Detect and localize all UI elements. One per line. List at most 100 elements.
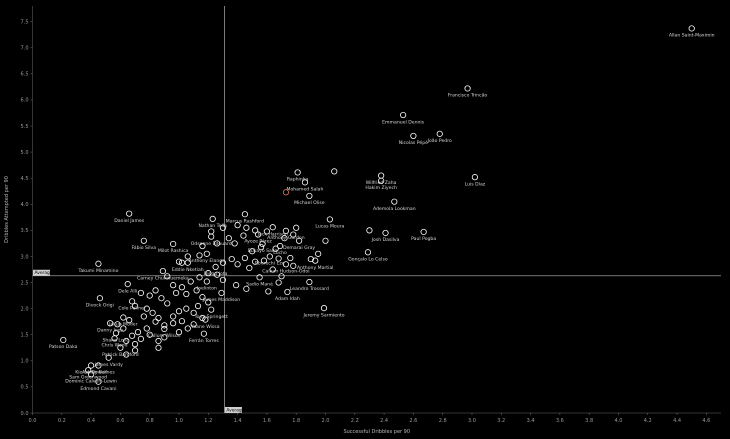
labeled-point xyxy=(282,261,290,268)
average-y-badge xyxy=(33,269,50,276)
scatter-point xyxy=(199,314,206,322)
scatter-point xyxy=(240,232,247,239)
scatter-point xyxy=(243,285,250,292)
labeled-point xyxy=(159,267,166,275)
scatter-point xyxy=(219,224,227,231)
labeled-point xyxy=(378,177,385,184)
y-tick-label: 0.5 xyxy=(21,385,29,391)
labeled-point xyxy=(161,325,168,333)
point-label: Patson Daka xyxy=(49,344,78,350)
point-label: Chris Wood xyxy=(102,343,128,349)
point-label: Anthony Elanga xyxy=(189,258,225,264)
y-tick-label: 7.5 xyxy=(21,19,29,25)
point-label: Dominic Calvert-Lewin xyxy=(65,379,117,385)
y-tick-label: 7.0 xyxy=(21,46,29,52)
scatter-point xyxy=(137,335,145,343)
scatter-point xyxy=(172,289,180,297)
labeled-point xyxy=(218,289,225,297)
labeled-point xyxy=(212,263,219,270)
labeled-point xyxy=(382,229,389,237)
labeled-point xyxy=(326,216,333,223)
labeled-point xyxy=(140,237,147,244)
scatter-point xyxy=(281,235,288,242)
y-tick-label: 1.0 xyxy=(21,359,29,365)
highlighted-point xyxy=(282,189,290,196)
scatter-point xyxy=(161,322,168,329)
labeled-point xyxy=(117,344,124,351)
scatter-point xyxy=(213,271,221,278)
scatter-point xyxy=(184,325,191,332)
point-label: Takumi Minamino xyxy=(77,268,118,274)
scatter-point xyxy=(194,302,202,310)
point-label: Kieran Dowell xyxy=(75,370,107,376)
y-axis-title: Dribbles Attempted per 90 xyxy=(4,176,10,243)
point-label: Josh Dasilva xyxy=(371,237,400,243)
scatter-point xyxy=(272,245,279,252)
point-label: Ashley Barnes xyxy=(82,370,115,376)
scatter-point xyxy=(307,255,314,263)
scatter-point xyxy=(231,240,238,247)
point-label: Mohamed Salah xyxy=(287,187,324,193)
scatter-point xyxy=(175,308,183,315)
scatter-point xyxy=(213,240,221,247)
scatter-point xyxy=(123,337,130,345)
x-tick-label: 4.4 xyxy=(673,418,681,424)
scatter-point xyxy=(178,284,186,291)
scatter-point xyxy=(243,224,250,231)
point-label: Marcus Rashford xyxy=(226,218,264,224)
scatter-point xyxy=(196,252,203,259)
scatter-point xyxy=(315,250,322,257)
scatter-point xyxy=(129,332,136,339)
labeled-point xyxy=(129,298,136,305)
labeled-point xyxy=(124,281,131,288)
point-label: Emmanuel Dennis xyxy=(382,119,425,125)
x-tick-label: 4.6 xyxy=(702,418,710,424)
point-label: Tony Springett xyxy=(194,314,228,320)
labeled-point xyxy=(420,228,427,236)
scatter-point xyxy=(170,320,177,327)
average-x-badge xyxy=(224,407,242,413)
average-lines: Average Average xyxy=(32,6,721,413)
point-label: Jack Harrison xyxy=(257,231,288,237)
scatter-point xyxy=(190,309,197,316)
scatter-point xyxy=(175,329,183,336)
scatter-point xyxy=(143,305,150,312)
scatter-point xyxy=(178,259,186,266)
point-label: Leandro Trossard xyxy=(290,286,329,292)
x-tick-label: 3.4 xyxy=(527,418,535,424)
labeled-point xyxy=(60,336,67,344)
scatter-point xyxy=(183,305,190,312)
x-tick-label: 2.4 xyxy=(380,418,388,424)
scatter-point xyxy=(131,347,139,354)
x-tick-label: 2.0 xyxy=(322,418,330,424)
scatter-point xyxy=(131,302,139,310)
scatter-point xyxy=(175,258,183,265)
scatter-point xyxy=(152,287,159,294)
scatter-point xyxy=(225,235,232,242)
point-label: Carney Chukwuemeka xyxy=(137,275,189,281)
y-tick-label: 2.0 xyxy=(21,306,29,312)
y-tick-label: 6.5 xyxy=(21,72,29,78)
x-tick-label: 1.4 xyxy=(234,418,242,424)
point-label: James Vardy xyxy=(93,362,123,368)
labeled-point xyxy=(105,354,112,361)
point-label: Patrick Bamford xyxy=(102,352,139,358)
point-label: Luis Díaz xyxy=(465,180,486,187)
x-tick-label: 1.6 xyxy=(263,418,271,424)
scatter-point xyxy=(170,313,177,320)
y-tick-label: 3.5 xyxy=(21,228,29,234)
point-label: Nicolas Pépé xyxy=(399,139,428,146)
point-label: Joelinton xyxy=(196,286,217,292)
point-label: Divock Origi xyxy=(86,302,114,308)
labeled-point xyxy=(184,259,191,266)
y-tick-label: 3.0 xyxy=(21,254,29,260)
scatter-point xyxy=(158,295,165,302)
labeled-point xyxy=(312,257,319,264)
scatter-point xyxy=(134,329,142,336)
scatter-point xyxy=(287,254,294,262)
y-tick-label: 2.5 xyxy=(21,280,29,286)
point-label: Daniel James xyxy=(114,218,145,224)
point-label: Demarai Gray xyxy=(283,245,315,251)
scatter-point xyxy=(293,224,300,231)
scatter-point xyxy=(252,227,259,234)
